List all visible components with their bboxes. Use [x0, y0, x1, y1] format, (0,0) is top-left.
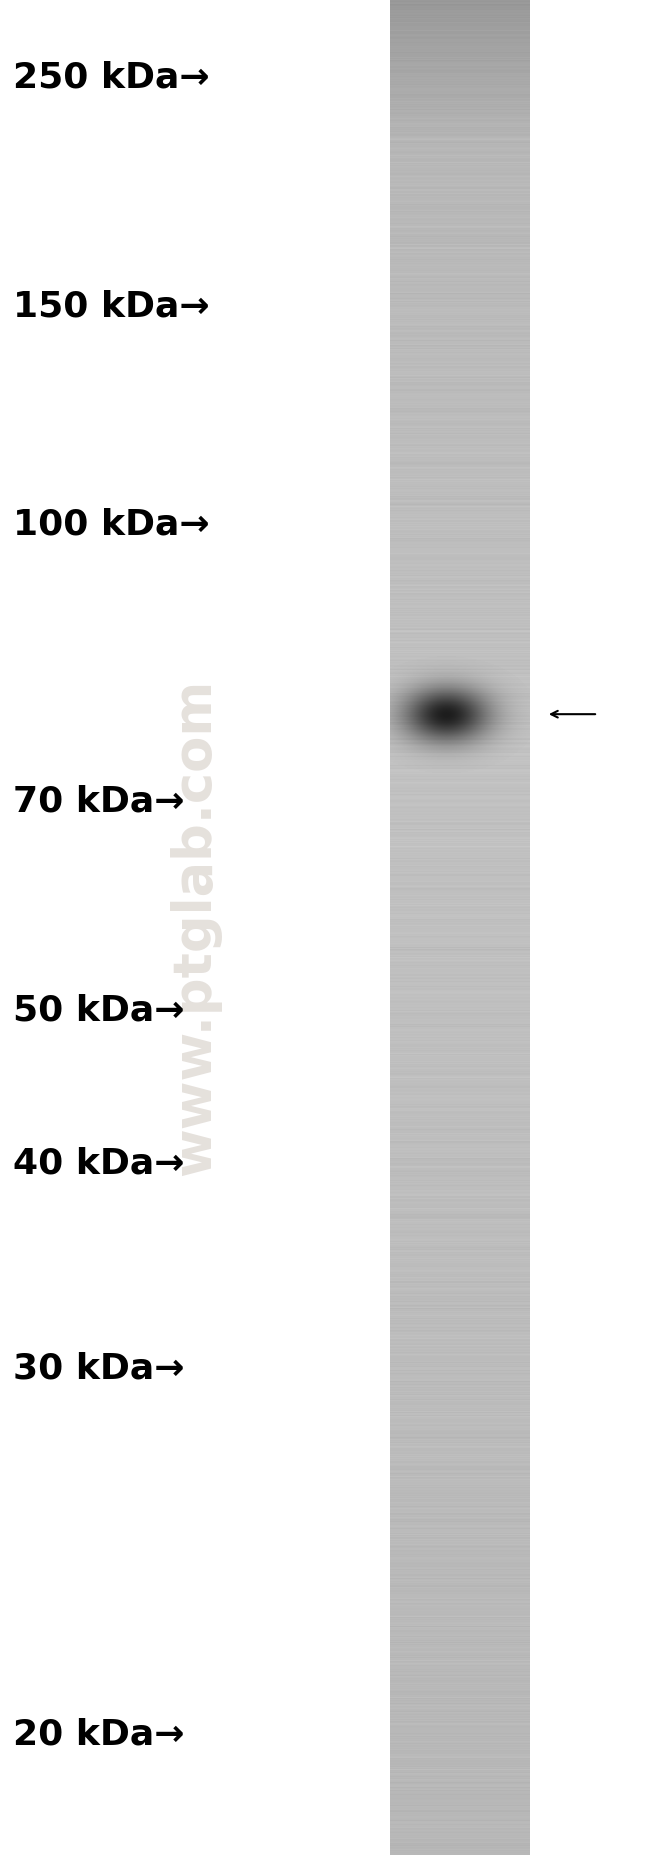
Text: 100 kDa→: 100 kDa→ [13, 508, 209, 542]
Text: www.ptglab.com: www.ptglab.com [169, 679, 221, 1176]
Text: 50 kDa→: 50 kDa→ [13, 994, 185, 1028]
Text: 30 kDa→: 30 kDa→ [13, 1352, 185, 1386]
Text: 150 kDa→: 150 kDa→ [13, 289, 209, 323]
Text: 70 kDa→: 70 kDa→ [13, 785, 185, 818]
Text: 40 kDa→: 40 kDa→ [13, 1146, 185, 1180]
Text: 250 kDa→: 250 kDa→ [13, 61, 209, 95]
Text: 20 kDa→: 20 kDa→ [13, 1718, 185, 1751]
